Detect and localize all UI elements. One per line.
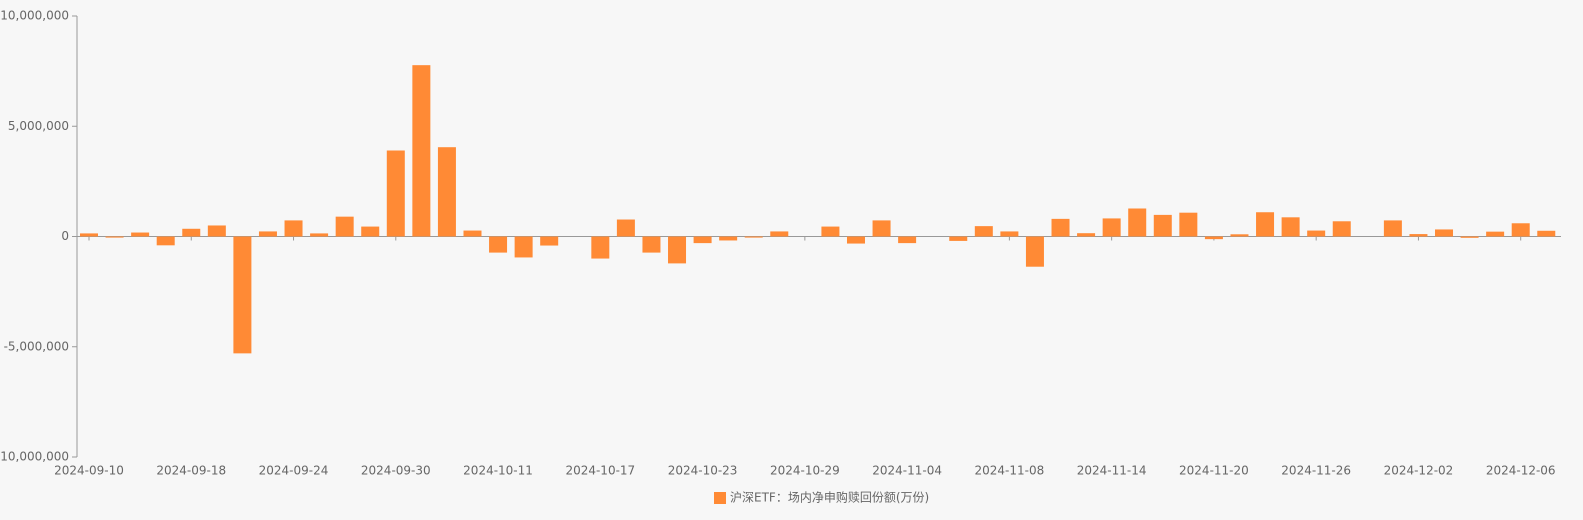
bar [233, 236, 252, 354]
bar [591, 236, 610, 259]
bar [1230, 234, 1249, 237]
bar [182, 228, 201, 237]
y-tick-label: 0 [61, 229, 69, 243]
x-tick-label: 2024-09-10 [54, 464, 124, 478]
bar [1179, 212, 1198, 237]
bar [898, 236, 917, 244]
bar [1128, 208, 1147, 237]
bar [668, 236, 687, 264]
y-tick-label: -10,000,000 [0, 450, 69, 464]
bar [846, 236, 865, 244]
bar [1256, 212, 1275, 237]
bar [131, 232, 150, 237]
bar [1307, 230, 1326, 237]
bar [540, 236, 559, 246]
bar [310, 233, 329, 237]
bar [1025, 236, 1044, 267]
bar [616, 219, 635, 237]
legend-label: 沪深ETF：场内净申购赎回份额(万份) [730, 490, 929, 505]
bar [156, 236, 175, 246]
bar [386, 150, 405, 237]
x-tick-label: 2024-09-24 [259, 464, 329, 478]
bar [1409, 234, 1428, 237]
x-tick-label: 2024-11-26 [1281, 464, 1351, 478]
bar [744, 236, 763, 238]
bar [335, 216, 354, 237]
bar [1511, 223, 1530, 237]
bar [770, 231, 789, 237]
bar [642, 236, 661, 253]
bar [974, 226, 993, 237]
bar [489, 236, 508, 253]
x-tick-label: 2024-10-23 [668, 464, 738, 478]
y-tick-label: 10,000,000 [0, 9, 69, 23]
bar [1051, 218, 1070, 237]
x-tick-label: 2024-09-18 [156, 464, 226, 478]
x-tick-label: 2024-10-29 [770, 464, 840, 478]
x-tick-label: 2024-11-08 [975, 464, 1045, 478]
bar [1281, 217, 1300, 237]
bar [207, 225, 226, 237]
bar [437, 147, 456, 237]
bar [719, 236, 738, 241]
bar [1332, 221, 1351, 237]
bar [1000, 231, 1019, 237]
bar [258, 231, 277, 237]
bar [1204, 236, 1223, 240]
x-tick-label: 2024-12-06 [1486, 464, 1556, 478]
bar [1435, 229, 1454, 237]
bar [693, 236, 712, 244]
bar [105, 236, 124, 238]
x-tick-label: 2024-11-20 [1179, 464, 1249, 478]
y-tick-label: -5,000,000 [4, 339, 69, 353]
bar [1077, 233, 1096, 237]
legend-swatch [714, 492, 726, 504]
y-tick-label: 5,000,000 [8, 119, 69, 133]
bar [872, 220, 891, 237]
x-tick-label: 2024-09-30 [361, 464, 431, 478]
bar [412, 65, 431, 237]
x-tick-label: 2024-11-04 [872, 464, 942, 478]
bar [1383, 220, 1402, 237]
bar [80, 233, 98, 237]
bar [1460, 236, 1479, 238]
bar [1153, 214, 1172, 237]
bar [1102, 218, 1121, 237]
x-tick-label: 2024-12-02 [1384, 464, 1454, 478]
bar [1486, 231, 1505, 237]
bar [361, 226, 380, 237]
bar [1537, 230, 1556, 237]
bar [949, 236, 968, 241]
bar [284, 220, 303, 237]
x-tick-label: 2024-10-17 [565, 464, 635, 478]
bar [514, 236, 533, 258]
x-tick-label: 2024-10-11 [463, 464, 533, 478]
bar [463, 230, 482, 237]
bar [821, 226, 840, 237]
x-tick-label: 2024-11-14 [1077, 464, 1147, 478]
